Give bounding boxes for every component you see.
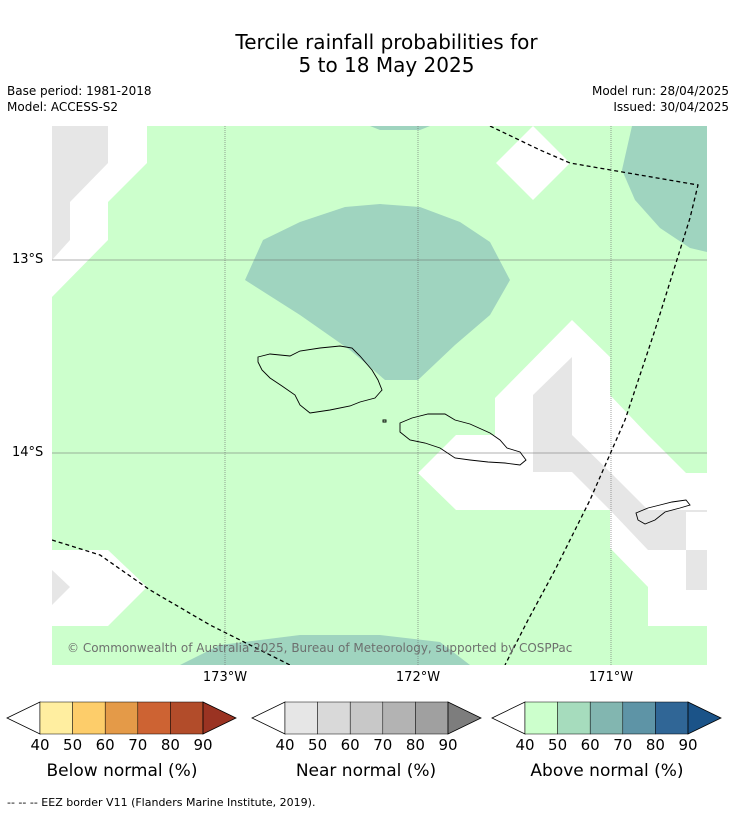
model-run: Model run: 28/04/2025	[591, 84, 729, 98]
grey-region-east	[533, 357, 707, 590]
meta-right: Model run: 28/04/2025 Issued: 30/04/2025	[592, 83, 729, 115]
colorbar-segment	[104, 701, 139, 735]
lon-label-171w: 171°W	[588, 670, 634, 685]
tick: 60	[580, 736, 600, 754]
tick: 80	[645, 736, 665, 754]
tick: 90	[678, 736, 698, 754]
colorbar-segment	[317, 701, 351, 735]
colorbar-title-near: Near normal (%)	[295, 761, 437, 781]
tick: 70	[373, 736, 393, 754]
grey-region-nw	[52, 126, 108, 260]
issued-date: Issued: 30/04/2025	[613, 100, 729, 114]
lat-label-13s: 13°S	[12, 252, 44, 267]
meta-left: Base period: 1981-2018 Model: ACCESS-S2	[7, 83, 152, 115]
white-region-ne-diamond	[496, 126, 570, 200]
colorbar-near-normal	[251, 701, 482, 735]
savaii-island	[257, 345, 383, 414]
lon-label-172w: 172°W	[395, 670, 441, 685]
colorbar-extend-low	[491, 701, 526, 735]
colorbar-extend-low	[6, 701, 41, 735]
tick: 60	[340, 736, 360, 754]
colorbar-segment	[170, 701, 204, 735]
colorbar-segment	[137, 701, 171, 735]
colorbar-segment	[39, 701, 73, 735]
tick: 70	[613, 736, 633, 754]
colorbar-segment	[622, 701, 656, 735]
base-period: Base period: 1981-2018	[7, 84, 152, 98]
eez-legend-note: -- -- -- EEZ border V11 (Flanders Marine…	[7, 796, 316, 809]
tick: 70	[128, 736, 148, 754]
tick: 40	[275, 736, 295, 754]
eez-border	[52, 126, 699, 665]
teal-region-south	[180, 635, 470, 665]
colorbar-below-normal	[6, 701, 237, 735]
colorbar-title-below: Below normal (%)	[46, 761, 198, 781]
teal-region-ne	[622, 126, 707, 252]
teal-region-top	[370, 126, 430, 130]
lon-label-173w: 173°W	[202, 670, 248, 685]
grey-region-sw	[52, 570, 70, 605]
colorbar-segment	[284, 701, 318, 735]
copyright-notice: © Commonwealth of Australia 2025, Bureau…	[67, 641, 573, 655]
colorbar-segment	[72, 701, 106, 735]
tick: 90	[438, 736, 458, 754]
colorbar-extend-high	[202, 701, 237, 735]
eez-line-north	[489, 126, 699, 665]
tutuila-island	[635, 499, 691, 525]
tick: 40	[515, 736, 535, 754]
colorbar-segment	[589, 701, 624, 735]
colorbar-segment	[415, 701, 449, 735]
title-line-2: 5 to 18 May 2025	[298, 53, 475, 77]
colorbar-segment	[524, 701, 558, 735]
colorbar-segment	[382, 701, 416, 735]
colorbar-above-normal	[491, 701, 722, 735]
tick: 60	[95, 736, 115, 754]
colorbar-extend-low	[251, 701, 286, 735]
tick: 80	[405, 736, 425, 754]
colorbar-segment	[557, 701, 591, 735]
tick: 50	[548, 736, 568, 754]
colorbar-segment	[349, 701, 384, 735]
white-region-sw	[52, 550, 147, 626]
title-line-1: Tercile rainfall probabilities for	[235, 30, 538, 54]
colorbar-extend-high	[447, 701, 482, 735]
tick: 40	[30, 736, 50, 754]
upolu-island	[399, 413, 527, 466]
lat-label-14s: 14°S	[12, 445, 44, 460]
white-region-east	[418, 320, 707, 626]
tick: 90	[193, 736, 213, 754]
colorbar-extend-high	[687, 701, 722, 735]
colorbar-segment	[655, 701, 689, 735]
tick: 50	[308, 736, 328, 754]
map-title: Tercile rainfall probabilities for 5 to …	[0, 31, 736, 77]
graticule	[52, 126, 707, 665]
model-name: Model: ACCESS-S2	[7, 100, 119, 114]
tick: 80	[160, 736, 180, 754]
teal-region-center	[245, 204, 510, 380]
small-islet	[382, 419, 387, 423]
colorbar-title-above: Above normal (%)	[530, 761, 684, 781]
tick: 50	[63, 736, 83, 754]
